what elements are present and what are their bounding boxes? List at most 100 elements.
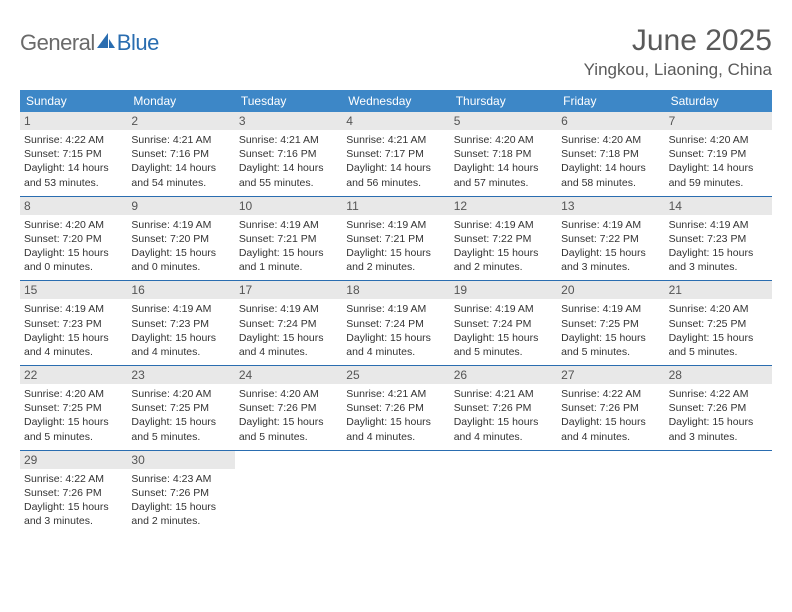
sunrise-line: Sunrise: 4:20 AM — [561, 133, 660, 147]
calendar-cell: 17Sunrise: 4:19 AMSunset: 7:24 PMDayligh… — [235, 281, 342, 365]
sunset-line: Sunset: 7:20 PM — [24, 232, 123, 246]
sunset-line: Sunset: 7:26 PM — [669, 401, 768, 415]
calendar-cell: 1Sunrise: 4:22 AMSunset: 7:15 PMDaylight… — [20, 112, 127, 196]
sunset-line: Sunset: 7:24 PM — [239, 317, 338, 331]
daylight-line-1: Daylight: 15 hours — [131, 246, 230, 260]
sunrise-line: Sunrise: 4:19 AM — [561, 218, 660, 232]
daylight-line-1: Daylight: 15 hours — [131, 500, 230, 514]
day-number: 20 — [557, 281, 664, 299]
sunrise-line: Sunrise: 4:19 AM — [454, 302, 553, 316]
daylight-line-2: and 56 minutes. — [346, 176, 445, 190]
col-saturday: Saturday — [665, 90, 772, 112]
sunrise-line: Sunrise: 4:23 AM — [131, 472, 230, 486]
calendar-header-row: Sunday Monday Tuesday Wednesday Thursday… — [20, 90, 772, 112]
sunset-line: Sunset: 7:21 PM — [346, 232, 445, 246]
calendar-cell: 8 Sunrise: 4:20 AMSunset: 7:20 PMDaylight… — [20, 197, 127, 281]
sunset-line: Sunset: 7:15 PM — [24, 147, 123, 161]
calendar-cell: 23Sunrise: 4:20 AMSunset: 7:25 PMDayligh… — [127, 366, 234, 450]
sunset-line: Sunset: 7:26 PM — [239, 401, 338, 415]
daylight-line-1: Daylight: 14 hours — [239, 161, 338, 175]
daylight-line-1: Daylight: 15 hours — [24, 246, 123, 260]
daylight-line-1: Daylight: 14 hours — [346, 161, 445, 175]
day-number: 3 — [235, 112, 342, 130]
calendar-cell: 3Sunrise: 4:21 AMSunset: 7:16 PMDaylight… — [235, 112, 342, 196]
col-thursday: Thursday — [450, 90, 557, 112]
day-number: 11 — [342, 197, 449, 215]
day-number: 19 — [450, 281, 557, 299]
day-number: 22 — [20, 366, 127, 384]
day-number: 13 — [557, 197, 664, 215]
daylight-line-2: and 4 minutes. — [24, 345, 123, 359]
daylight-line-1: Daylight: 15 hours — [561, 415, 660, 429]
daylight-line-1: Daylight: 15 hours — [346, 415, 445, 429]
daylight-line-2: and 5 minutes. — [239, 430, 338, 444]
calendar-cell: 25Sunrise: 4:21 AMSunset: 7:26 PMDayligh… — [342, 366, 449, 450]
sunrise-line: Sunrise: 4:20 AM — [131, 387, 230, 401]
day-number: 26 — [450, 366, 557, 384]
daylight-line-2: and 2 minutes. — [131, 514, 230, 528]
sunrise-line: Sunrise: 4:22 AM — [669, 387, 768, 401]
daylight-line-1: Daylight: 15 hours — [239, 331, 338, 345]
day-number: 2 — [127, 112, 234, 130]
daylight-line-1: Daylight: 15 hours — [454, 246, 553, 260]
sunset-line: Sunset: 7:24 PM — [346, 317, 445, 331]
sunrise-line: Sunrise: 4:19 AM — [131, 218, 230, 232]
calendar-cell-empty — [557, 451, 664, 535]
daylight-line-2: and 5 minutes. — [24, 430, 123, 444]
sunrise-line: Sunrise: 4:22 AM — [561, 387, 660, 401]
daylight-line-2: and 54 minutes. — [131, 176, 230, 190]
day-number: 24 — [235, 366, 342, 384]
sunrise-line: Sunrise: 4:19 AM — [346, 302, 445, 316]
logo-text-general: General — [20, 30, 95, 56]
calendar-cell: 27Sunrise: 4:22 AMSunset: 7:26 PMDayligh… — [557, 366, 664, 450]
sunrise-line: Sunrise: 4:20 AM — [454, 133, 553, 147]
sunset-line: Sunset: 7:16 PM — [131, 147, 230, 161]
calendar-cell: 21Sunrise: 4:20 AMSunset: 7:25 PMDayligh… — [665, 281, 772, 365]
daylight-line-2: and 4 minutes. — [346, 345, 445, 359]
daylight-line-2: and 3 minutes. — [669, 260, 768, 274]
calendar-row: 1Sunrise: 4:22 AMSunset: 7:15 PMDaylight… — [20, 112, 772, 197]
day-number: 29 — [20, 451, 127, 469]
sunrise-line: Sunrise: 4:20 AM — [239, 387, 338, 401]
sunrise-line: Sunrise: 4:20 AM — [669, 302, 768, 316]
day-number: 8 — [20, 197, 127, 215]
calendar-cell: 18Sunrise: 4:19 AMSunset: 7:24 PMDayligh… — [342, 281, 449, 365]
sunset-line: Sunset: 7:20 PM — [131, 232, 230, 246]
daylight-line-2: and 2 minutes. — [454, 260, 553, 274]
sunset-line: Sunset: 7:25 PM — [24, 401, 123, 415]
sunset-line: Sunset: 7:25 PM — [669, 317, 768, 331]
daylight-line-2: and 5 minutes. — [669, 345, 768, 359]
sunset-line: Sunset: 7:25 PM — [561, 317, 660, 331]
daylight-line-2: and 4 minutes. — [561, 430, 660, 444]
day-number: 25 — [342, 366, 449, 384]
sunrise-line: Sunrise: 4:19 AM — [239, 302, 338, 316]
logo-sail-icon — [95, 31, 117, 56]
calendar-cell: 11Sunrise: 4:19 AMSunset: 7:21 PMDayligh… — [342, 197, 449, 281]
sunset-line: Sunset: 7:26 PM — [346, 401, 445, 415]
day-number: 16 — [127, 281, 234, 299]
sunset-line: Sunset: 7:16 PM — [239, 147, 338, 161]
calendar-cell: 16Sunrise: 4:19 AMSunset: 7:23 PMDayligh… — [127, 281, 234, 365]
calendar-cell: 22Sunrise: 4:20 AMSunset: 7:25 PMDayligh… — [20, 366, 127, 450]
col-wednesday: Wednesday — [342, 90, 449, 112]
col-sunday: Sunday — [20, 90, 127, 112]
daylight-line-1: Daylight: 15 hours — [239, 246, 338, 260]
col-friday: Friday — [557, 90, 664, 112]
day-number: 21 — [665, 281, 772, 299]
day-number: 30 — [127, 451, 234, 469]
page: General Blue June 2025 Yingkou, Liaoning… — [0, 0, 792, 554]
daylight-line-1: Daylight: 15 hours — [454, 331, 553, 345]
sunrise-line: Sunrise: 4:20 AM — [24, 218, 123, 232]
calendar-cell: 30Sunrise: 4:23 AMSunset: 7:26 PMDayligh… — [127, 451, 234, 535]
sunset-line: Sunset: 7:22 PM — [561, 232, 660, 246]
daylight-line-1: Daylight: 14 hours — [669, 161, 768, 175]
calendar-row: 22 Sunrise: 4:20 AM Sunset: 7:25 PM Dayligh… — [20, 366, 772, 451]
daylight-line-2: and 0 minutes. — [24, 260, 123, 274]
sunrise-line: Sunrise: 4:19 AM — [346, 218, 445, 232]
sunrise-line: Sunrise: 4:19 AM — [239, 218, 338, 232]
daylight-line-1: Daylight: 15 hours — [561, 246, 660, 260]
sunrise-line: Sunrise: 4:20 AM — [669, 133, 768, 147]
header: General Blue June 2025 Yingkou, Liaoning… — [20, 24, 772, 80]
col-tuesday: Tuesday — [235, 90, 342, 112]
location: Yingkou, Liaoning, China — [584, 60, 772, 80]
